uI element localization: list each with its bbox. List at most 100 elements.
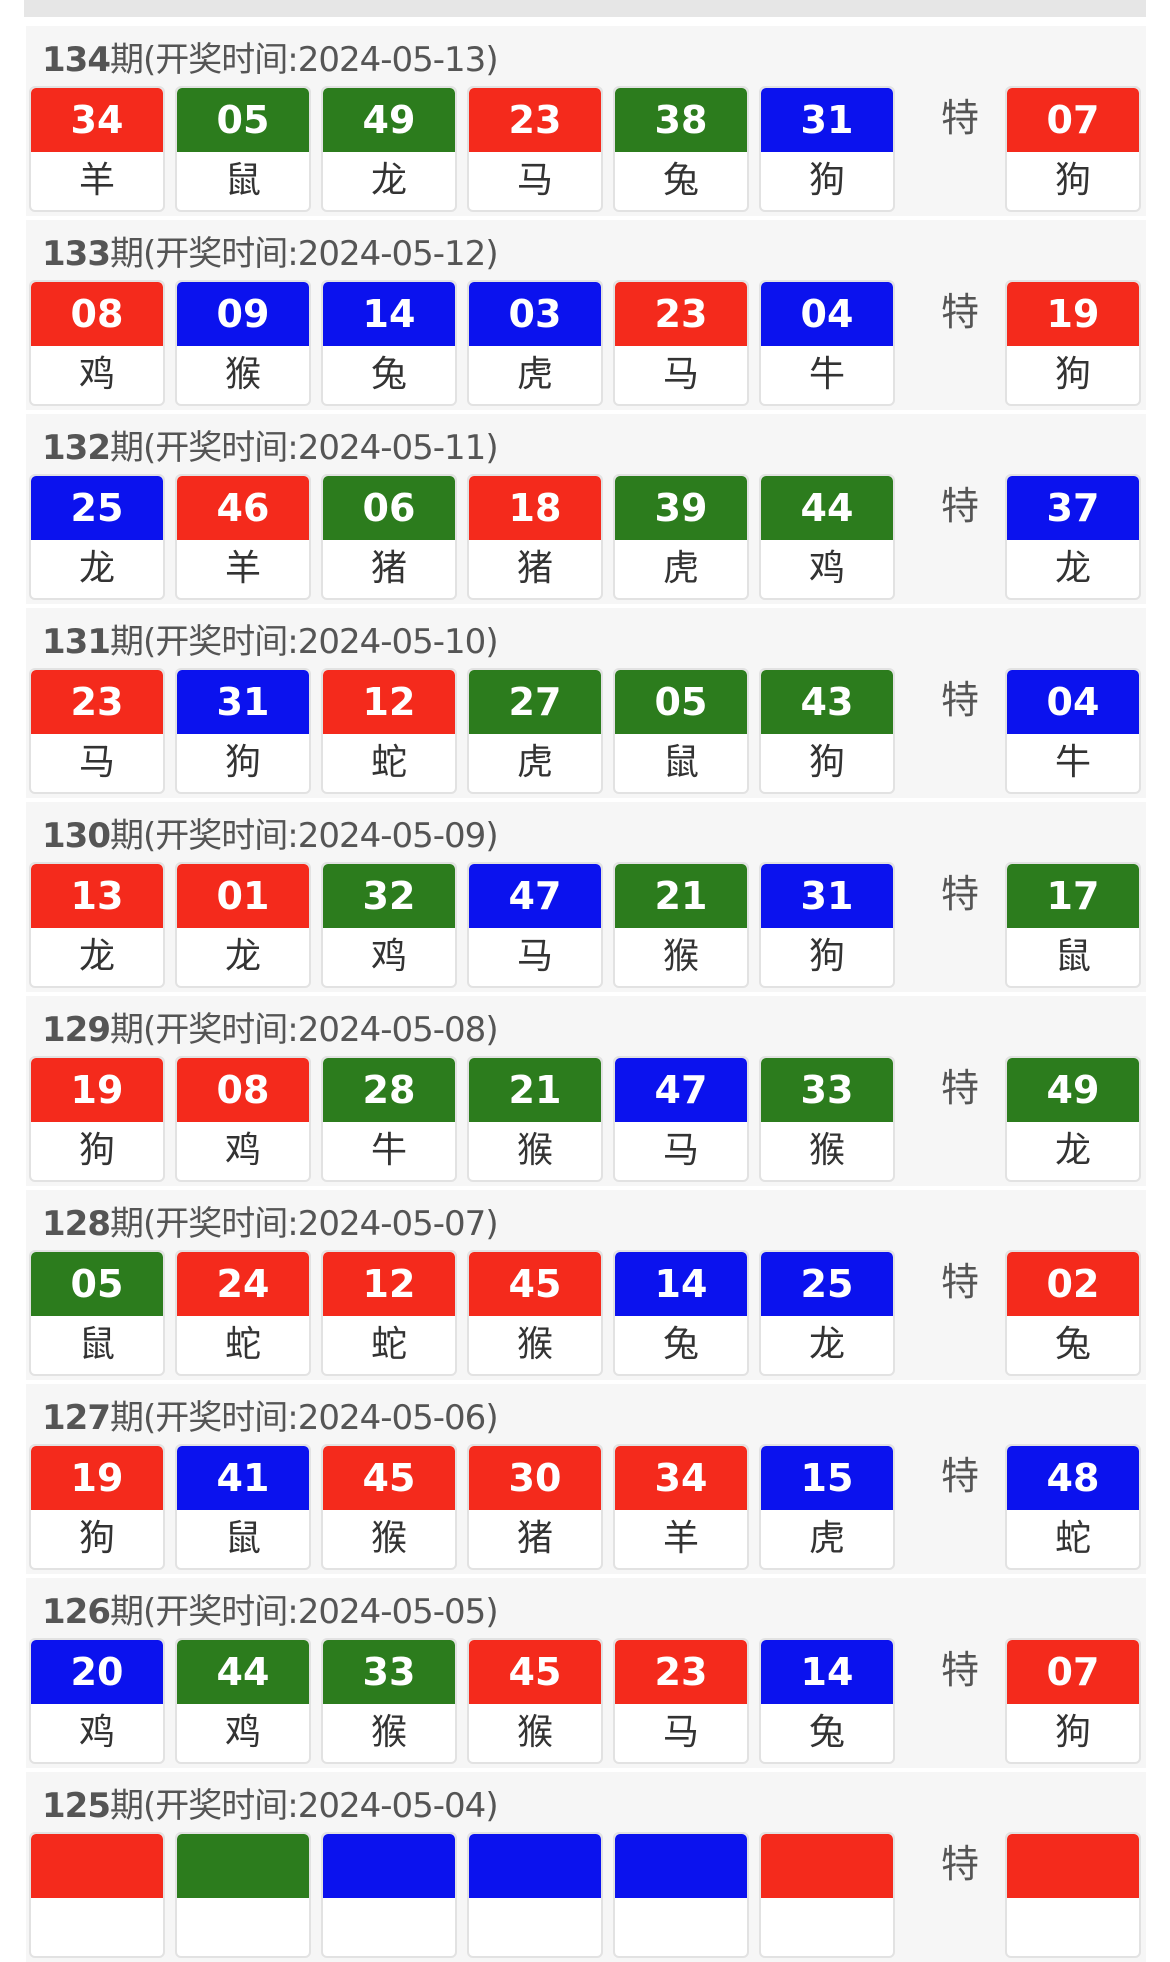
ball-zodiac: 鼠 (78, 1324, 115, 1365)
ball-zodiac (323, 1898, 455, 1956)
number-ball: 38 兔 (613, 86, 749, 212)
ball-number: 19 (31, 1446, 163, 1510)
ball-zodiac: 马 (662, 1130, 699, 1171)
ball-zodiac: 牛 (1054, 742, 1091, 783)
special-ball: 07 狗 (1005, 1638, 1141, 1764)
ball-number: 49 (323, 88, 455, 152)
number-ball: 19 狗 (29, 1056, 165, 1182)
ball-number: 31 (761, 864, 893, 928)
period-number: 133 (42, 234, 111, 274)
ball-number (177, 1834, 309, 1898)
number-ball: 49 龙 (321, 86, 457, 212)
number-ball: 08 鸡 (29, 280, 165, 406)
ball-number: 31 (761, 88, 893, 152)
draw-row: 131期(开奖时间:2024-05-10) 23 马 31 狗 12 蛇 27 虎 05 鼠 43 狗 特… (26, 608, 1146, 798)
ball-number: 21 (615, 864, 747, 928)
ball-zodiac: 猴 (808, 1130, 845, 1171)
ball-number: 25 (31, 476, 163, 540)
ball-zodiac: 鼠 (1054, 936, 1091, 977)
header-close: ) (485, 816, 498, 856)
top-bar (24, 0, 1146, 17)
special-ball (1005, 1832, 1141, 1958)
ball-number: 39 (615, 476, 747, 540)
ball-zodiac: 羊 (662, 1518, 699, 1559)
ball-zodiac: 蛇 (370, 742, 407, 783)
draw-date: 2024-05-11 (297, 428, 487, 468)
ball-number: 06 (323, 476, 455, 540)
ball-number: 02 (1007, 1252, 1139, 1316)
ball-zodiac: 狗 (1054, 1712, 1091, 1753)
ball-zodiac: 狗 (1054, 354, 1091, 395)
draw-row: 128期(开奖时间:2024-05-07) 05 鼠 24 蛇 12 蛇 45 猴 14 兔 25 龙 特… (26, 1190, 1146, 1380)
ball-zodiac: 兔 (662, 1324, 699, 1365)
ball-number: 47 (615, 1058, 747, 1122)
ball-number: 05 (177, 88, 309, 152)
period-number: 128 (42, 1204, 111, 1244)
ball-zodiac (177, 1898, 309, 1956)
number-ball: 01 龙 (175, 862, 311, 988)
ball-zodiac: 鼠 (662, 742, 699, 783)
draw-date: 2024-05-12 (297, 234, 487, 274)
ball-number: 23 (469, 88, 601, 152)
ball-zodiac: 龙 (224, 936, 261, 977)
draw-header: 125期(开奖时间:2024-05-04) (42, 1778, 499, 1827)
ball-zodiac: 马 (516, 160, 553, 201)
number-ball: 23 马 (467, 86, 603, 212)
number-ball: 12 蛇 (321, 668, 457, 794)
number-ball: 44 鸡 (759, 474, 895, 600)
draw-row: 126期(开奖时间:2024-05-05) 20 鸡 44 鸡 33 猴 45 猴 23 马 14 兔 特… (26, 1578, 1146, 1768)
header-label: 期(开奖时间: (109, 1010, 299, 1050)
ball-number: 05 (31, 1252, 163, 1316)
draw-row: 127期(开奖时间:2024-05-06) 19 狗 41 鼠 45 猴 30 猪 34 羊 15 虎 特… (26, 1384, 1146, 1574)
number-ball: 45 猴 (321, 1444, 457, 1570)
ball-number: 04 (761, 282, 893, 346)
header-close: ) (485, 40, 498, 80)
draw-date: 2024-05-09 (297, 816, 487, 856)
ball-number: 21 (469, 1058, 601, 1122)
draw-row: 132期(开奖时间:2024-05-11) 25 龙 46 羊 06 猪 18 猪 39 虎 44 鸡 特… (26, 414, 1146, 604)
ball-zodiac: 猴 (516, 1130, 553, 1171)
draw-date: 2024-05-04 (297, 1786, 487, 1826)
number-ball (759, 1832, 895, 1958)
ball-number (469, 1834, 601, 1898)
header-close: ) (485, 1786, 498, 1826)
number-ball (175, 1832, 311, 1958)
special-label: 特 (940, 872, 979, 916)
number-ball: 47 马 (467, 862, 603, 988)
number-ball: 23 马 (613, 1638, 749, 1764)
header-close: ) (485, 1204, 498, 1244)
header-label: 期(开奖时间: (109, 816, 299, 856)
number-ball: 05 鼠 (613, 668, 749, 794)
header-label: 期(开奖时间: (109, 622, 299, 662)
ball-number: 08 (31, 282, 163, 346)
ball-number: 47 (469, 864, 601, 928)
number-ball: 25 龙 (759, 1250, 895, 1376)
special-ball: 04 牛 (1005, 668, 1141, 794)
number-ball: 34 羊 (613, 1444, 749, 1570)
ball-zodiac: 狗 (78, 1130, 115, 1171)
number-ball (613, 1832, 749, 1958)
ball-zodiac: 羊 (78, 160, 115, 201)
special-label: 特 (940, 1260, 979, 1304)
ball-number: 45 (323, 1446, 455, 1510)
draw-header: 132期(开奖时间:2024-05-11) (42, 420, 499, 469)
ball-number: 09 (177, 282, 309, 346)
ball-number: 05 (615, 670, 747, 734)
ball-number: 12 (323, 1252, 455, 1316)
number-ball: 05 鼠 (29, 1250, 165, 1376)
ball-zodiac: 龙 (370, 160, 407, 201)
ball-zodiac: 羊 (224, 548, 261, 589)
ball-zodiac: 猴 (516, 1324, 553, 1365)
ball-zodiac: 猴 (370, 1712, 407, 1753)
number-ball: 34 羊 (29, 86, 165, 212)
ball-number: 45 (469, 1640, 601, 1704)
header-close: ) (485, 428, 498, 468)
number-ball: 04 牛 (759, 280, 895, 406)
special-label: 特 (940, 290, 979, 334)
special-label: 特 (940, 1648, 979, 1692)
ball-number (1007, 1834, 1139, 1898)
ball-zodiac: 蛇 (1054, 1518, 1091, 1559)
number-ball: 14 兔 (759, 1638, 895, 1764)
ball-number: 44 (177, 1640, 309, 1704)
ball-zodiac: 猪 (516, 548, 553, 589)
